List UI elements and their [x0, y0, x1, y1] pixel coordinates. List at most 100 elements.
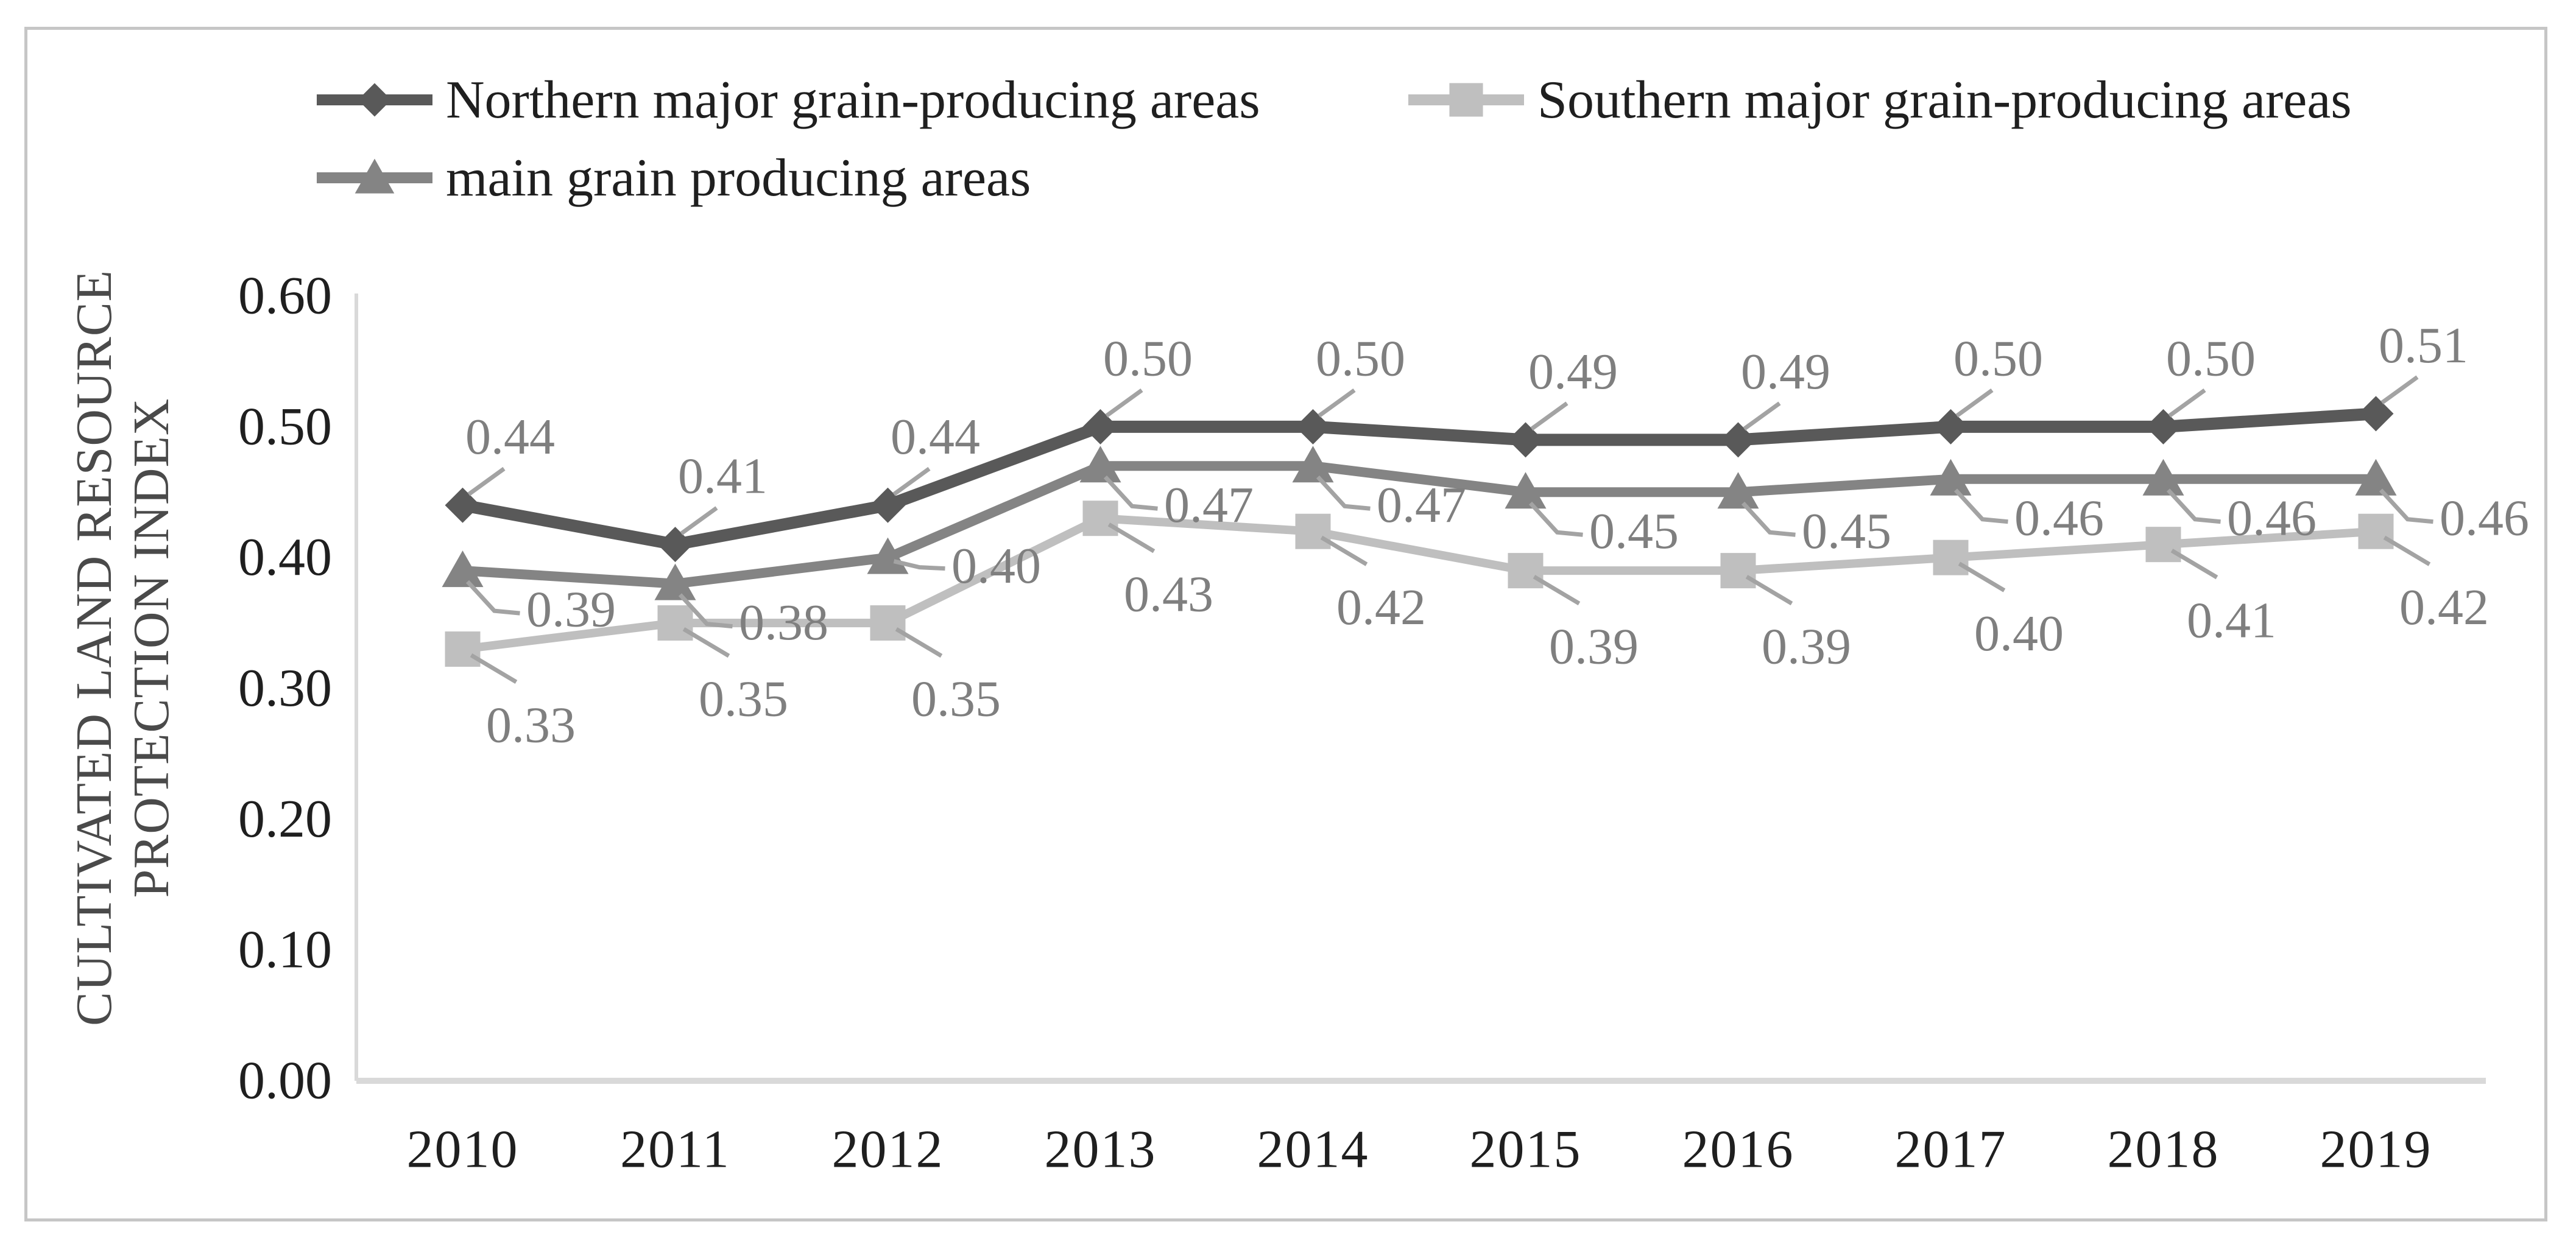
northern-legend-marker — [358, 83, 392, 117]
northern-marker-2011 — [657, 527, 693, 563]
y-tick-label: 0.20 — [238, 790, 332, 849]
x-tick-label: 2013 — [1045, 1120, 1157, 1179]
northern-label-leader-2013 — [1105, 388, 1143, 418]
x-tick-label: 2014 — [1257, 1120, 1369, 1179]
main-data-label-2019: 0.46 — [2440, 490, 2529, 546]
x-tick-label: 2010 — [407, 1120, 519, 1179]
southern-label-leader-2011 — [682, 627, 730, 658]
main-marker-2013 — [1079, 446, 1121, 483]
main-marker-2017 — [1930, 459, 1972, 496]
southern-data-label-2016: 0.39 — [1762, 619, 1851, 675]
main-data-label-2017: 0.46 — [2014, 490, 2104, 546]
y-tick-label: 0.50 — [238, 397, 332, 456]
main-data-label-2013: 0.47 — [1164, 477, 1254, 533]
y-tick-label: 0.40 — [238, 528, 332, 587]
southern-label-leader-2014 — [1320, 535, 1368, 566]
southern-data-label-2013: 0.43 — [1124, 566, 1213, 623]
main-label-leader-2016 — [1741, 501, 1796, 537]
y-tick-label: 0.00 — [238, 1052, 332, 1111]
y-tick-label: 0.10 — [238, 921, 332, 980]
main-label-leader-2015 — [1528, 501, 1583, 537]
southern-data-label-2014: 0.42 — [1336, 579, 1426, 636]
northern-label-leader-2019 — [2380, 375, 2419, 405]
x-tick-label: 2019 — [2320, 1120, 2432, 1179]
southern-label-leader-2018 — [2170, 549, 2218, 580]
southern-data-label-2017: 0.40 — [1974, 605, 2064, 662]
northern-marker-2013 — [1082, 409, 1118, 445]
southern-data-label-2010: 0.33 — [486, 697, 576, 754]
x-tick-label: 2016 — [1682, 1120, 1794, 1179]
legend-item-southern: Southern major grain-producing areas — [1408, 69, 2352, 130]
main-legend-marker — [355, 158, 395, 194]
main-label-leader-2017 — [1953, 488, 2008, 524]
northern-label-leader-2017 — [1955, 388, 1994, 418]
main-label-leader-2019 — [2379, 488, 2433, 524]
southern-data-label-2011: 0.35 — [699, 671, 788, 728]
x-tick-label: 2011 — [620, 1120, 730, 1179]
main-marker-2015 — [1505, 472, 1547, 509]
main-label-leader-2011 — [678, 593, 733, 629]
northern-marker-2012 — [870, 487, 906, 523]
legend-label-main: main grain producing areas — [446, 148, 1031, 208]
main-label-leader-2018 — [2166, 488, 2221, 524]
northern-marker-2014 — [1295, 409, 1331, 445]
northern-series-diamond-marker-icon — [317, 83, 432, 117]
main-label-leader-2010 — [465, 580, 520, 616]
southern-data-label-2015: 0.39 — [1549, 619, 1639, 675]
southern-data-label-2012: 0.35 — [911, 671, 1001, 728]
main-marker-2018 — [2142, 459, 2184, 496]
main-marker-2016 — [1717, 472, 1759, 509]
northern-marker-2015 — [1508, 422, 1544, 458]
southern-label-leader-2013 — [1107, 522, 1156, 553]
northern-label-leader-2015 — [1530, 401, 1569, 431]
y-tick-label: 0.60 — [238, 267, 332, 326]
southern-series-square-marker-icon — [1408, 83, 1524, 117]
southern-marker-2016 — [1720, 553, 1756, 589]
northern-data-label-2012: 0.44 — [891, 409, 980, 465]
main-data-label-2016: 0.45 — [1802, 503, 1891, 560]
main-data-label-2010: 0.39 — [526, 582, 616, 638]
northern-data-label-2015: 0.49 — [1528, 343, 1618, 400]
northern-label-leader-2011 — [680, 506, 718, 536]
southern-marker-2014 — [1295, 513, 1331, 549]
northern-marker-2018 — [2145, 409, 2181, 445]
southern-label-leader-2019 — [2383, 535, 2431, 566]
southern-marker-2017 — [1933, 539, 1969, 575]
northern-series-line — [461, 407, 2377, 551]
northern-data-label-2018: 0.50 — [2166, 330, 2256, 387]
main-label-leader-2012 — [893, 559, 945, 571]
main-marker-2010 — [442, 550, 484, 588]
figure-border — [24, 27, 2547, 1221]
main-series-line — [462, 461, 2376, 589]
northern-marker-2010 — [445, 487, 481, 523]
southern-legend-marker — [1449, 83, 1483, 117]
northern-data-label-2011: 0.41 — [678, 448, 768, 505]
southern-marker-2013 — [1082, 501, 1118, 536]
main-data-label-2014: 0.47 — [1377, 477, 1466, 533]
legend-label-northern: Northern major grain-producing areas — [446, 70, 1260, 130]
northern-label-leader-2012 — [892, 466, 931, 496]
southern-series-line — [462, 514, 2376, 653]
southern-marker-2011 — [657, 605, 693, 641]
southern-marker-2018 — [2145, 527, 2181, 563]
main-marker-2014 — [1292, 446, 1334, 483]
y-tick-label: 0.30 — [238, 659, 332, 718]
main-marker-2011 — [654, 563, 696, 600]
southern-marker-2010 — [445, 631, 481, 667]
main-data-label-2018: 0.46 — [2227, 490, 2317, 546]
main-series-triangle-marker-icon — [317, 158, 432, 194]
x-tick-label: 2015 — [1470, 1120, 1582, 1179]
northern-label-leader-2010 — [467, 466, 506, 496]
northern-marker-2017 — [1933, 409, 1969, 445]
northern-data-label-2016: 0.49 — [1741, 343, 1830, 400]
northern-data-label-2017: 0.50 — [1953, 330, 2043, 387]
northern-marker-2016 — [1720, 422, 1756, 458]
southern-data-label-2019: 0.42 — [2399, 579, 2489, 636]
main-data-label-2012: 0.40 — [951, 538, 1041, 594]
main-label-leader-2014 — [1316, 475, 1371, 511]
main-data-label-2015: 0.45 — [1589, 503, 1679, 560]
legend-item-northern: Northern major grain-producing areas — [317, 69, 1260, 130]
northern-data-label-2019: 0.51 — [2379, 317, 2468, 374]
